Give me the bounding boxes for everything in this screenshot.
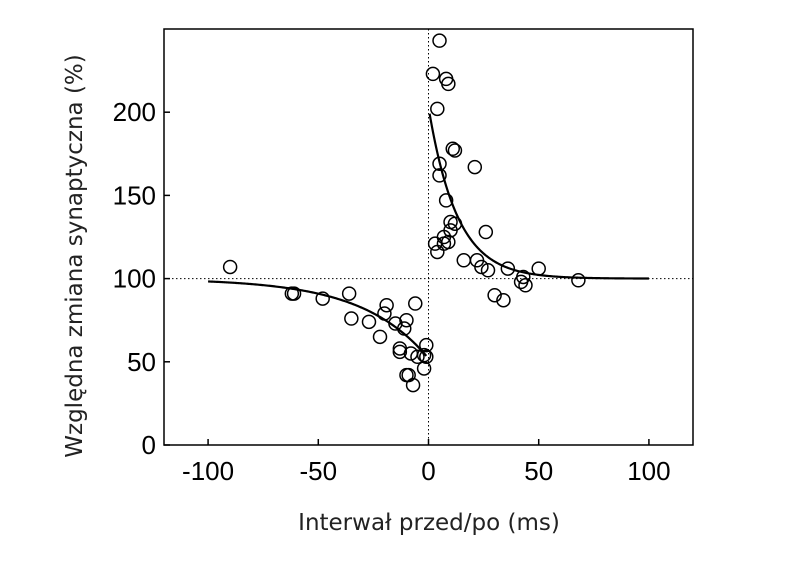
data-point — [441, 76, 456, 92]
data-point — [286, 286, 302, 301]
data-point — [438, 193, 454, 208]
data-point — [416, 361, 432, 376]
data-point — [419, 337, 434, 353]
x-tick-label: -50 — [300, 456, 338, 486]
data-point — [456, 253, 472, 268]
data-point — [430, 101, 445, 117]
data-point — [392, 344, 408, 360]
data-point — [430, 244, 445, 260]
data-point — [516, 269, 531, 285]
data-point — [432, 168, 447, 183]
data-point — [445, 141, 460, 157]
data-point — [361, 314, 377, 330]
data-point — [401, 367, 416, 383]
data-point — [518, 278, 533, 293]
data-point — [315, 291, 330, 306]
y-tick-label: 200 — [113, 97, 156, 127]
data-point — [419, 349, 434, 365]
y-tick-label: 0 — [142, 430, 156, 460]
data-point — [432, 33, 447, 48]
data-point — [405, 377, 421, 393]
data-point — [480, 263, 496, 278]
data-point — [474, 259, 489, 275]
data-point — [379, 297, 394, 313]
data-point — [410, 349, 425, 365]
data-point — [388, 316, 403, 331]
data-point — [372, 329, 388, 345]
data-point — [571, 273, 586, 288]
data-point — [496, 292, 511, 308]
data-point — [531, 261, 546, 276]
x-tick-label: 100 — [627, 456, 670, 486]
data-point — [441, 234, 456, 250]
data-point — [397, 321, 412, 336]
data-point — [408, 296, 423, 311]
y-tick-label: 100 — [113, 264, 156, 294]
data-point — [500, 261, 516, 276]
data-point — [447, 216, 463, 231]
fit-curve-negative — [208, 280, 428, 357]
data-point — [478, 224, 494, 240]
data-point — [425, 66, 441, 82]
reference-lines — [164, 29, 693, 445]
data-point — [487, 287, 502, 303]
data-point — [467, 159, 483, 175]
x-tick-label: -100 — [182, 456, 234, 486]
data-point — [377, 306, 392, 321]
y-tick-label: 50 — [127, 347, 156, 377]
axis-ticks: -100 -50 0 50 100 0 50 100 150 200 — [113, 97, 671, 486]
x-tick-label: 50 — [524, 456, 553, 486]
data-point — [341, 286, 357, 301]
data-point — [399, 312, 414, 328]
y-tick-label: 150 — [113, 180, 156, 210]
data-point — [432, 156, 447, 172]
y-axis-title: Względna zmiana synaptyczna (%) — [62, 54, 88, 457]
data-point — [344, 311, 359, 326]
data-point — [222, 259, 238, 275]
data-point — [447, 143, 463, 158]
x-axis-title: Interwał przed/po (ms) — [298, 510, 560, 536]
x-tick-label: 0 — [421, 456, 435, 486]
data-points — [222, 33, 586, 393]
